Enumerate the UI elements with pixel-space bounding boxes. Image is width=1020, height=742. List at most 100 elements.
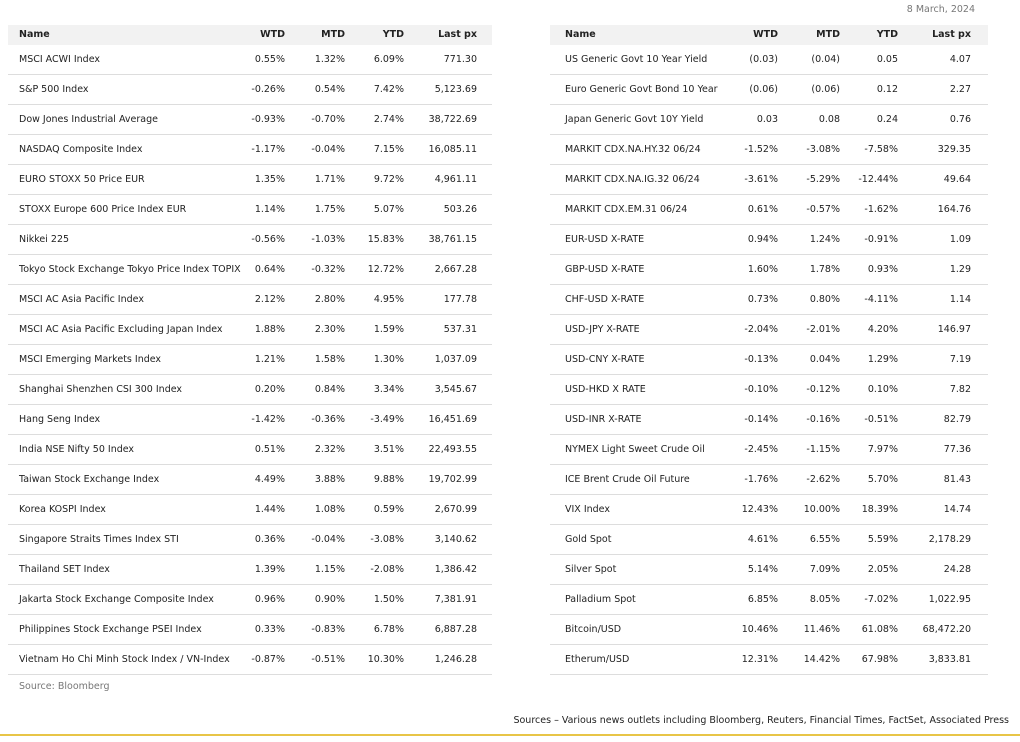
cell-value: -2.62% [806,474,840,485]
cell-value: 2.74% [373,114,404,125]
row-divider [8,434,492,435]
cell-value: 1.15% [314,564,345,575]
row-name: Philippines Stock Exchange PSEI Index [19,624,202,635]
cell-value: 9.72% [373,174,404,185]
row-divider [550,74,988,75]
cell-value: 0.20% [254,384,285,395]
cell-value: 1.30% [373,354,404,365]
row-name: US Generic Govt 10 Year Yield [565,54,708,65]
row-name: Thailand SET Index [19,564,110,575]
cell-value: 68,472.20 [922,624,971,635]
cell-value: 6,887.28 [434,624,477,635]
cell-value: 38,761.15 [428,234,477,245]
cell-value: 0.12 [876,84,898,95]
cell-value: 2,178.29 [928,534,971,545]
cell-value: -0.83% [311,624,345,635]
cell-value: 1.29% [867,354,898,365]
cell-value: 10.30% [367,654,404,665]
row-divider [8,584,492,585]
cell-value: 4.61% [747,534,778,545]
cell-value: 164.76 [937,204,971,215]
row-divider [550,344,988,345]
cell-value: 12.72% [367,264,404,275]
cell-value: 2.12% [254,294,285,305]
left-source: Source: Bloomberg [19,681,110,692]
cell-value: 0.61% [747,204,778,215]
header-row [550,25,988,45]
row-divider [8,374,492,375]
cell-value: -0.12% [806,384,840,395]
cell-value: 61.08% [861,624,898,635]
cell-value: 329.35 [937,144,971,155]
cell-value: 7.15% [373,144,404,155]
row-divider [550,134,988,135]
cell-value: 7.42% [373,84,404,95]
cell-value: 146.97 [937,324,971,335]
cell-value: 0.10% [867,384,898,395]
cell-value: 1.88% [254,324,285,335]
cell-value: 11.46% [803,624,840,635]
cell-value: -0.26% [251,84,285,95]
row-divider [8,224,492,225]
cell-value: -1.17% [251,144,285,155]
cell-value: (0.04) [811,54,840,65]
cell-value: 7.97% [867,444,898,455]
cell-value: -0.51% [864,414,898,425]
cell-value: -1.52% [744,144,778,155]
row-name: Taiwan Stock Exchange Index [19,474,160,485]
cell-value: 1.09 [949,234,971,245]
row-name: Shanghai Shenzhen CSI 300 Index [19,384,183,395]
cell-value: -2.01% [806,324,840,335]
cell-value: -0.04% [311,534,345,545]
row-divider [550,524,988,525]
cell-value: -0.32% [311,264,345,275]
row-divider [550,674,988,675]
row-name: S&P 500 Index [19,84,89,95]
cell-value: -3.08% [370,534,404,545]
report-date: 8 March, 2024 [906,4,975,15]
cell-value: 0.08 [818,114,840,125]
row-divider [550,224,988,225]
cell-value: 1.50% [373,594,404,605]
cell-value: 1.29 [949,264,971,275]
cell-value: -3.49% [370,414,404,425]
cell-value: 24.28 [943,564,971,575]
row-divider [550,434,988,435]
row-divider [550,644,988,645]
cell-value: 1,022.95 [928,594,971,605]
cell-value: 1.75% [314,204,345,215]
cell-value: 1.24% [809,234,840,245]
cell-value: 1.60% [747,264,778,275]
cell-value: -0.16% [806,414,840,425]
cell-value: 10.46% [741,624,778,635]
row-divider [8,104,492,105]
cell-value: 3.88% [314,474,345,485]
cell-value: 0.96% [254,594,285,605]
cell-value: -5.29% [806,174,840,185]
row-name: USD-HKD X RATE [565,384,646,395]
cell-value: 38,722.69 [428,114,477,125]
cell-value: -1.42% [251,414,285,425]
cell-value: 0.93% [867,264,898,275]
cell-value: (0.03) [749,54,778,65]
cell-value: -0.13% [744,354,778,365]
cell-value: 0.64% [254,264,285,275]
cell-value: 2.05% [867,564,898,575]
row-name: MSCI ACWI Index [19,54,101,65]
row-name: Tokyo Stock Exchange Tokyo Price Index T… [19,264,241,275]
cell-value: 14.74 [943,504,971,515]
row-divider [8,194,492,195]
cell-value: 0.05 [876,54,898,65]
cell-value: 6.78% [373,624,404,635]
row-name: MARKIT CDX.EM.31 06/24 [565,204,688,215]
row-name: Japan Generic Govt 10Y Yield [565,114,704,125]
cell-value: 0.04% [809,354,840,365]
row-name: Hang Seng Index [19,414,101,425]
row-name: EUR-USD X-RATE [565,234,645,245]
cell-value: 16,085.11 [428,144,477,155]
cell-value: 177.78 [443,294,477,305]
cell-value: -0.51% [311,654,345,665]
cell-value: -2.45% [744,444,778,455]
cell-value: 10.00% [803,504,840,515]
row-divider [8,344,492,345]
